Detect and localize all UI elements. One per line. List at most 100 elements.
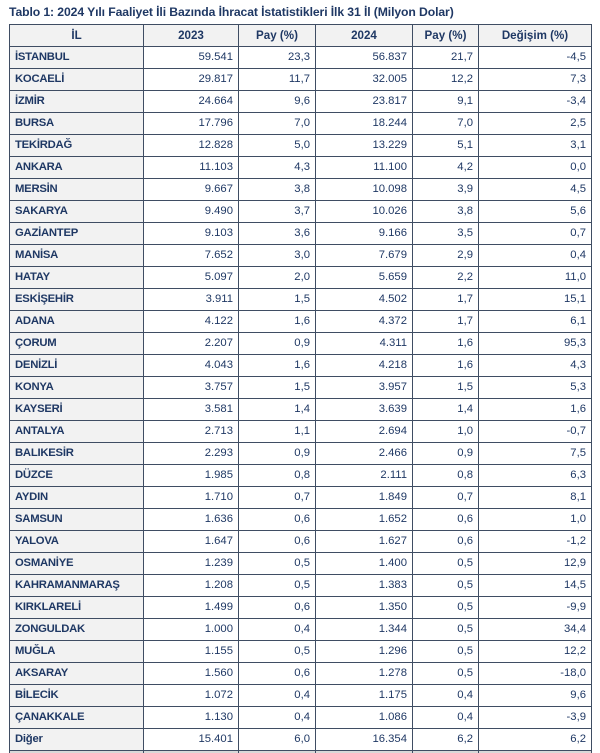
value-2023: 1.636 [143,508,239,531]
value-2023: 12.828 [143,134,239,157]
table-row: MERSİN 9.667 3,8 10.098 3,9 4,5 [9,178,592,201]
share-2023: 0,4 [238,706,316,729]
share-2023: 3,7 [238,200,316,223]
city-name: ANKARA [9,156,144,179]
value-2024: 2.111 [315,464,413,487]
city-name: SAKARYA [9,200,144,223]
value-2023: 1.499 [143,596,239,619]
value-2023: 17.796 [143,112,239,135]
value-2024: 4.218 [315,354,413,377]
share-2024: 7,0 [412,112,479,135]
city-name: SAMSUN [9,508,144,531]
change-pct: 11,0 [478,266,592,289]
share-2023: 0,5 [238,574,316,597]
table-row-total: Toplam255.627261.9252,5 [9,750,592,753]
change-pct: -3,4 [478,90,592,113]
table-row: BURSA 17.796 7,0 18.244 7,0 2,5 [9,112,592,135]
table-row: ESKİŞEHİR 3.911 1,5 4.502 1,7 15,1 [9,288,592,311]
value-2023: 9.490 [143,200,239,223]
share-2023: 5,0 [238,134,316,157]
value-2023: 1.985 [143,464,239,487]
change-pct: 4,3 [478,354,592,377]
column-header-share-2023: Pay (%) [238,24,316,47]
change-pct: 9,6 [478,684,592,707]
share-2023: 0,5 [238,640,316,663]
change-pct: 6,2 [478,728,592,751]
table-row: ANTALYA 2.713 1,1 2.694 1,0 -0,7 [9,420,592,443]
change-pct: 1,6 [478,398,592,421]
city-name: BİLECİK [9,684,144,707]
city-name: MERSİN [9,178,144,201]
city-name: GAZİANTEP [9,222,144,245]
share-2023: 1,5 [238,288,316,311]
table-row: OSMANİYE 1.239 0,5 1.400 0,5 12,9 [9,552,592,575]
share-2023: 0,8 [238,464,316,487]
value-2024: 1.278 [315,662,413,685]
value-2024: 4.502 [315,288,413,311]
share-2023: 0,4 [238,684,316,707]
city-name: İSTANBUL [9,46,144,69]
share-2024: 2,9 [412,244,479,267]
value-2023: 4.043 [143,354,239,377]
share-2024: 0,6 [412,530,479,553]
value-2024: 1.400 [315,552,413,575]
value-2024: 23.817 [315,90,413,113]
table-row: DENİZLİ 4.043 1,6 4.218 1,6 4,3 [9,354,592,377]
share-2024: 4,2 [412,156,479,179]
table-row: ADANA 4.122 1,6 4.372 1,7 6,1 [9,310,592,333]
column-header-share-2024: Pay (%) [412,24,479,47]
share-2023: 0,6 [238,508,316,531]
table-row: SAMSUN 1.636 0,6 1.652 0,6 1,0 [9,508,592,531]
table-row: MANİSA 7.652 3,0 7.679 2,9 0,4 [9,244,592,267]
value-2024: 4.372 [315,310,413,333]
share-2024: 5,1 [412,134,479,157]
share-2024: 1,5 [412,376,479,399]
value-2023: 9.667 [143,178,239,201]
value-2024: 11.100 [315,156,413,179]
city-name: Diğer [9,728,144,751]
value-2024: 56.837 [315,46,413,69]
share-2024: 1,6 [412,332,479,355]
value-2024: 3.957 [315,376,413,399]
share-2024: 0,5 [412,596,479,619]
change-pct: 6,3 [478,464,592,487]
value-2024: 7.679 [315,244,413,267]
share-2024: 0,5 [412,618,479,641]
share-2024: 1,0 [412,420,479,443]
value-2023: 3.581 [143,398,239,421]
value-2023: 29.817 [143,68,239,91]
value-2024: 1.849 [315,486,413,509]
change-pct: 7,5 [478,442,592,465]
value-2023: 1.560 [143,662,239,685]
change-pct: 0,7 [478,222,592,245]
city-name: MUĞLA [9,640,144,663]
value-2023: 2.207 [143,332,239,355]
share-2023: 0,9 [238,442,316,465]
value-2023: 1.155 [143,640,239,663]
table-row: KAYSERİ 3.581 1,4 3.639 1,4 1,6 [9,398,592,421]
share-2024: 0,5 [412,574,479,597]
table-row: KOCAELİ 29.817 11,7 32.005 12,2 7,3 [9,68,592,91]
change-pct: 12,2 [478,640,592,663]
table-row: KONYA 3.757 1,5 3.957 1,5 5,3 [9,376,592,399]
value-2024: 16.354 [315,728,413,751]
column-header-city: İL [9,24,144,47]
table-row: MUĞLA 1.155 0,5 1.296 0,5 12,2 [9,640,592,663]
value-2023: 2.293 [143,442,239,465]
table-row: BALIKESİR 2.293 0,9 2.466 0,9 7,5 [9,442,592,465]
table-row: ÇORUM 2.207 0,9 4.311 1,6 95,3 [9,332,592,355]
value-2024: 13.229 [315,134,413,157]
share-2024: 0,5 [412,662,479,685]
value-2024: 32.005 [315,68,413,91]
share-2023: 1,5 [238,376,316,399]
table-row: TEKİRDAĞ 12.828 5,0 13.229 5,1 3,1 [9,134,592,157]
share-2023: 0,6 [238,530,316,553]
city-name: BURSA [9,112,144,135]
change-pct: 2,5 [478,750,592,753]
value-2024: 1.350 [315,596,413,619]
city-name: ESKİŞEHİR [9,288,144,311]
value-2023: 1.072 [143,684,239,707]
change-pct: -0,7 [478,420,592,443]
share-2023: 1,6 [238,354,316,377]
